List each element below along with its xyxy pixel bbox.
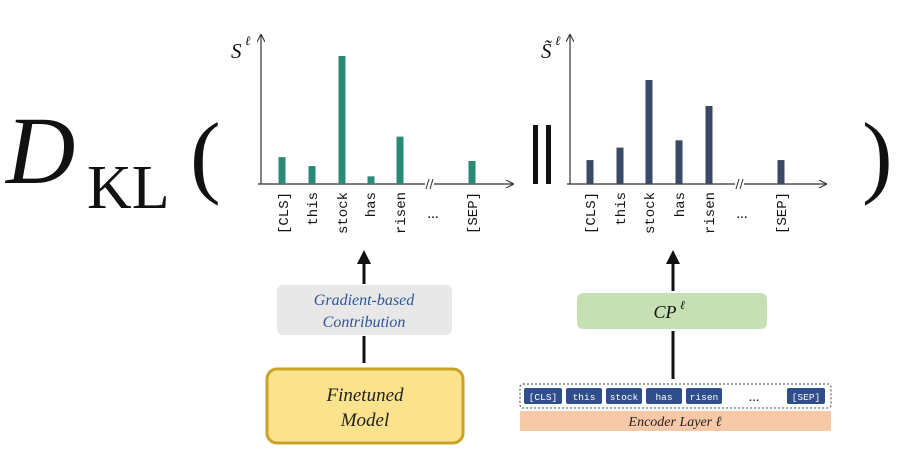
token-chip-stock: [606, 388, 642, 404]
cp-superscript: ℓ: [680, 298, 685, 312]
right-tick-labels: [CLS] this stock has risen ... [SEP]: [584, 192, 791, 234]
right-tick-label-risen: risen: [703, 192, 719, 234]
right-axis-break: [735, 178, 744, 190]
cp-label: CP: [653, 302, 676, 322]
right-bar-stock: [645, 80, 653, 184]
token-text-this: this: [573, 392, 596, 403]
right-bar-this: [616, 147, 624, 184]
token-chip-has: [646, 388, 682, 404]
left-bar-this: [308, 166, 316, 184]
encoder-token-row: [CLS] this stock has risen ... [SEP]: [519, 383, 832, 409]
token-chip-cls: [524, 388, 562, 404]
right-tick-label-cls: [CLS]: [584, 192, 600, 234]
gradient-contribution-box: Gradient-based Contribution: [277, 285, 452, 335]
cp-box: CP ℓ: [577, 293, 767, 329]
token-text-has: has: [655, 392, 672, 403]
token-text-stock: stock: [610, 392, 639, 403]
right-tick-label-ellipsis: ...: [736, 206, 747, 222]
separator-bar-left: [533, 125, 538, 184]
token-chip-sep: [787, 388, 825, 404]
left-bar-risen: [396, 136, 404, 184]
left-tick-label-this: this: [306, 192, 322, 226]
left-bar-sep: [468, 160, 476, 184]
finetuned-model-bg: [265, 367, 465, 445]
encoder-layer-box: Encoder Layer ℓ: [520, 411, 831, 431]
token-text-risen: risen: [690, 392, 719, 403]
right-y-label: S̃: [541, 39, 553, 63]
left-tick-labels: [CLS] this stock has risen ... [SEP]: [277, 192, 482, 234]
right-bar-cls: [586, 160, 594, 184]
kl-separator: [533, 125, 551, 184]
left-y-superscript: ℓ: [245, 33, 251, 48]
separator-bar-right: [546, 125, 551, 184]
right-bar-sep: [777, 160, 785, 184]
left-bars: [278, 56, 476, 184]
encoder-layer-bg: [520, 411, 831, 431]
left-bar-stock: [338, 56, 346, 184]
right-tick-label-stock: stock: [643, 192, 659, 234]
left-tick-label-risen: risen: [394, 192, 410, 234]
encoder-layer-label: Encoder Layer ℓ: [628, 415, 722, 430]
left-bar-has: [367, 176, 375, 184]
left-tick-label-cls: [CLS]: [277, 192, 293, 234]
left-tick-label-stock: stock: [336, 192, 352, 234]
left-tick-label-sep: [SEP]: [466, 192, 482, 234]
token-text-sep: [SEP]: [792, 392, 821, 403]
token-chip-this: [566, 388, 602, 404]
finetuned-model-line1: Finetuned: [325, 385, 404, 406]
right-tick-label-sep: [SEP]: [775, 192, 791, 234]
kl-subscript: KL: [87, 154, 170, 222]
kl-d-symbol: D: [4, 97, 75, 204]
finetuned-model-line2: Model: [340, 410, 390, 431]
right-tick-label-this: this: [614, 192, 630, 226]
right-bar-has: [675, 140, 683, 184]
finetuned-model-box: Finetuned Model: [265, 367, 465, 445]
right-y-superscript: ℓ: [555, 33, 561, 48]
token-text-cls: [CLS]: [529, 392, 558, 403]
right-chart: S̃ ℓ [CLS] this stock has risen ... [SEP…: [541, 33, 826, 234]
right-tick-label-has: has: [673, 192, 689, 217]
left-y-label: S: [231, 39, 242, 63]
close-paren: ): [862, 104, 893, 206]
open-paren: (: [190, 104, 221, 206]
gradient-contribution-line2: Contribution: [323, 314, 406, 331]
token-ellipsis: ...: [749, 390, 760, 405]
left-bar-cls: [278, 157, 286, 184]
right-bars: [586, 80, 785, 184]
cp-box-bg: [577, 293, 767, 329]
left-tick-label-has: has: [364, 192, 380, 217]
right-bar-risen: [705, 106, 713, 184]
left-axis-break: [425, 178, 434, 190]
gradient-contribution-bg: [277, 285, 452, 335]
left-tick-label-ellipsis: ...: [427, 206, 438, 222]
left-chart: S ℓ [CLS] this stock has risen ... [SEP]: [231, 33, 513, 234]
gradient-contribution-line1: Gradient-based: [314, 292, 415, 309]
token-chip-risen: [686, 388, 722, 404]
